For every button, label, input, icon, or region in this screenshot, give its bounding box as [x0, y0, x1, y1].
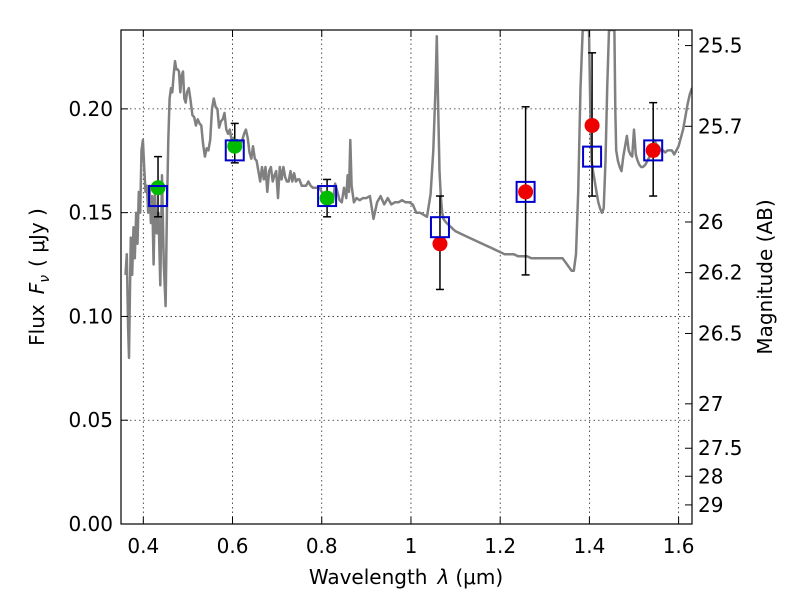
model-box	[224, 139, 245, 162]
nir-point	[645, 142, 661, 158]
y2-tick-label: 25.7	[698, 114, 743, 138]
y2-tick-label: 27	[698, 392, 723, 416]
x-axis-label: Wavelength λ (μm)	[309, 565, 503, 589]
y-axis-label: FluxFν( μJy )	[25, 208, 53, 346]
model-box	[317, 185, 338, 208]
model-spectrum	[124, 30, 692, 360]
y-tick-label: 0.05	[68, 408, 113, 432]
model-flux-boxes	[148, 139, 664, 239]
x-tick-label: 1	[405, 534, 418, 558]
nir-point	[584, 117, 600, 133]
x-tick-label: 1.6	[663, 534, 695, 558]
nir-point	[432, 236, 448, 252]
spectrum-line	[124, 30, 692, 360]
y2-axis-label: Magnitude (AB)	[753, 199, 777, 354]
y-tick-label: 0.00	[68, 512, 113, 536]
y-tick-label: 0.15	[68, 201, 113, 225]
x-tick-labels: 0.4 0.6 0.8 1 1.2 1.4 1.6	[127, 534, 694, 558]
x-tick-label: 1.2	[484, 534, 516, 558]
y2-tick-label: 25.5	[698, 34, 743, 58]
x-tick-label: 0.8	[306, 534, 338, 558]
optical-point	[227, 138, 243, 154]
nir-point	[518, 184, 534, 200]
y2-tick-label: 26.5	[698, 321, 743, 345]
y2-tick-labels: 25.5 25.7 26 26.2 26.5 27 27.5 28 29	[698, 34, 743, 517]
y2-tick-label: 28	[698, 464, 723, 488]
y2-tick-label: 26	[698, 210, 723, 234]
axis-ticks	[121, 30, 692, 525]
x-tick-label: 0.6	[217, 534, 249, 558]
y2-tick-label: 26.2	[698, 261, 743, 285]
y2-tick-label: 27.5	[698, 436, 743, 460]
photometry-points	[150, 117, 661, 252]
optical-point	[319, 190, 335, 206]
model-box	[148, 185, 169, 208]
model-box	[515, 180, 536, 203]
model-box	[643, 139, 664, 162]
plot-frame	[120, 29, 693, 525]
x-tick-label: 0.4	[127, 534, 159, 558]
y-tick-label: 0.20	[68, 97, 113, 121]
y-tick-labels: 0.00 0.05 0.10 0.15 0.20	[68, 97, 113, 536]
optical-point	[150, 180, 166, 196]
model-box	[429, 216, 450, 239]
y-tick-label: 0.10	[68, 304, 113, 328]
y2-tick-label: 29	[698, 493, 723, 517]
model-box	[582, 145, 603, 168]
x-tick-label: 1.4	[573, 534, 605, 558]
